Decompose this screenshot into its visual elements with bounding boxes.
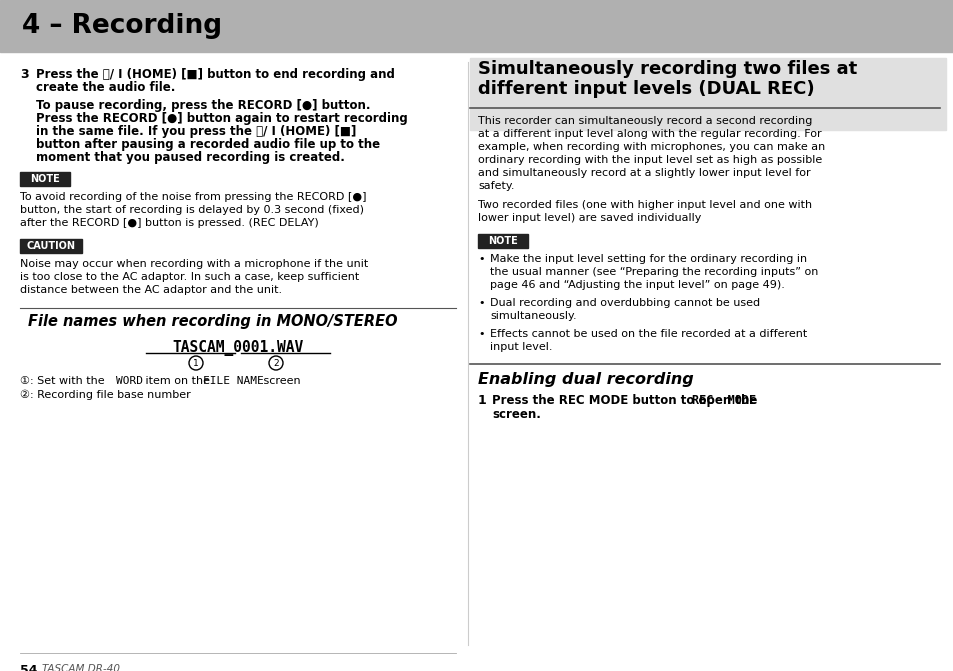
Text: screen: screen [260,376,300,386]
Bar [0,0,953,52]
Text: TASCAM DR-40: TASCAM DR-40 [42,664,120,671]
Text: the usual manner (see “Preparing the recording inputs” on: the usual manner (see “Preparing the rec… [490,267,818,277]
Text: distance between the AC adaptor and the unit.: distance between the AC adaptor and the … [20,285,282,295]
Text: To avoid recording of the noise from pressing the RECORD [●]: To avoid recording of the noise from pre… [20,192,366,202]
Text: Press the RECORD [●] button again to restart recording: Press the RECORD [●] button again to res… [36,112,407,125]
Text: Dual recording and overdubbing cannot be used: Dual recording and overdubbing cannot be… [490,298,760,308]
Text: WORD: WORD [116,376,143,386]
Text: 4 – Recording: 4 – Recording [22,13,222,39]
Text: safety.: safety. [477,181,514,191]
Text: different input levels (DUAL REC): different input levels (DUAL REC) [477,80,814,98]
Text: and simultaneously record at a slightly lower input level for: and simultaneously record at a slightly … [477,168,810,178]
Text: NOTE: NOTE [488,236,517,246]
Text: button after pausing a recorded audio file up to the: button after pausing a recorded audio fi… [36,138,379,151]
Text: at a different input level along with the regular recording. For: at a different input level along with th… [477,129,821,139]
Text: FILE NAME: FILE NAME [203,376,263,386]
Text: •: • [477,329,484,339]
Text: ①: Set with the: ①: Set with the [20,376,108,386]
Text: REC  MODE: REC MODE [691,394,756,407]
Text: is too close to the AC adaptor. In such a case, keep sufficient: is too close to the AC adaptor. In such … [20,272,359,282]
Text: 1: 1 [477,394,486,407]
Text: Simultaneously recording two files at: Simultaneously recording two files at [477,60,857,78]
Text: Noise may occur when recording with a microphone if the unit: Noise may occur when recording with a mi… [20,259,368,269]
Text: moment that you paused recording is created.: moment that you paused recording is crea… [36,151,345,164]
Text: 2: 2 [273,358,278,368]
Bar [470,58,945,130]
Text: screen.: screen. [492,408,540,421]
Text: Effects cannot be used on the file recorded at a different: Effects cannot be used on the file recor… [490,329,806,339]
Bar [20,172,70,186]
Text: To pause recording, press the RECORD [●] button.: To pause recording, press the RECORD [●]… [36,99,370,112]
Text: •: • [477,254,484,264]
Text: Two recorded files (one with higher input level and one with: Two recorded files (one with higher inpu… [477,200,811,210]
Text: File names when recording in MONO/STEREO: File names when recording in MONO/STEREO [28,314,397,329]
Text: button, the start of recording is delayed by 0.3 second (fixed): button, the start of recording is delaye… [20,205,364,215]
Text: Make the input level setting for the ordinary recording in: Make the input level setting for the ord… [490,254,806,264]
Text: page 46 and “Adjusting the input level” on page 49).: page 46 and “Adjusting the input level” … [490,280,784,290]
Circle shape [189,356,203,370]
Text: after the RECORD [●] button is pressed. (REC DELAY): after the RECORD [●] button is pressed. … [20,218,318,228]
Text: input level.: input level. [490,342,552,352]
Text: example, when recording with microphones, you can make an: example, when recording with microphones… [477,142,824,152]
Text: Press the ⏽/ I (HOME) [■] button to end recording and: Press the ⏽/ I (HOME) [■] button to end … [36,68,395,81]
Text: •: • [477,298,484,308]
Text: TASCAM_0001.WAV: TASCAM_0001.WAV [172,340,303,356]
Text: 1: 1 [193,358,198,368]
Text: create the audio file.: create the audio file. [36,81,175,94]
Circle shape [269,356,283,370]
Text: 3: 3 [20,68,29,81]
Text: Press the REC MODE button to open the: Press the REC MODE button to open the [492,394,760,407]
Text: ordinary recording with the input level set as high as possible: ordinary recording with the input level … [477,155,821,165]
Text: CAUTION: CAUTION [27,241,75,251]
Text: NOTE: NOTE [30,174,60,184]
Text: Enabling dual recording: Enabling dual recording [477,372,693,387]
Bar [20,239,82,253]
Text: ②: Recording file base number: ②: Recording file base number [20,390,191,401]
Text: This recorder can simultaneously record a second recording: This recorder can simultaneously record … [477,116,812,126]
Text: simultaneously.: simultaneously. [490,311,576,321]
Text: in the same file. If you press the ⏽/ I (HOME) [■]: in the same file. If you press the ⏽/ I … [36,125,356,138]
Text: 54: 54 [20,664,37,671]
Text: lower input level) are saved individually: lower input level) are saved individuall… [477,213,700,223]
Bar [477,234,527,248]
Text: item on the: item on the [142,376,213,386]
